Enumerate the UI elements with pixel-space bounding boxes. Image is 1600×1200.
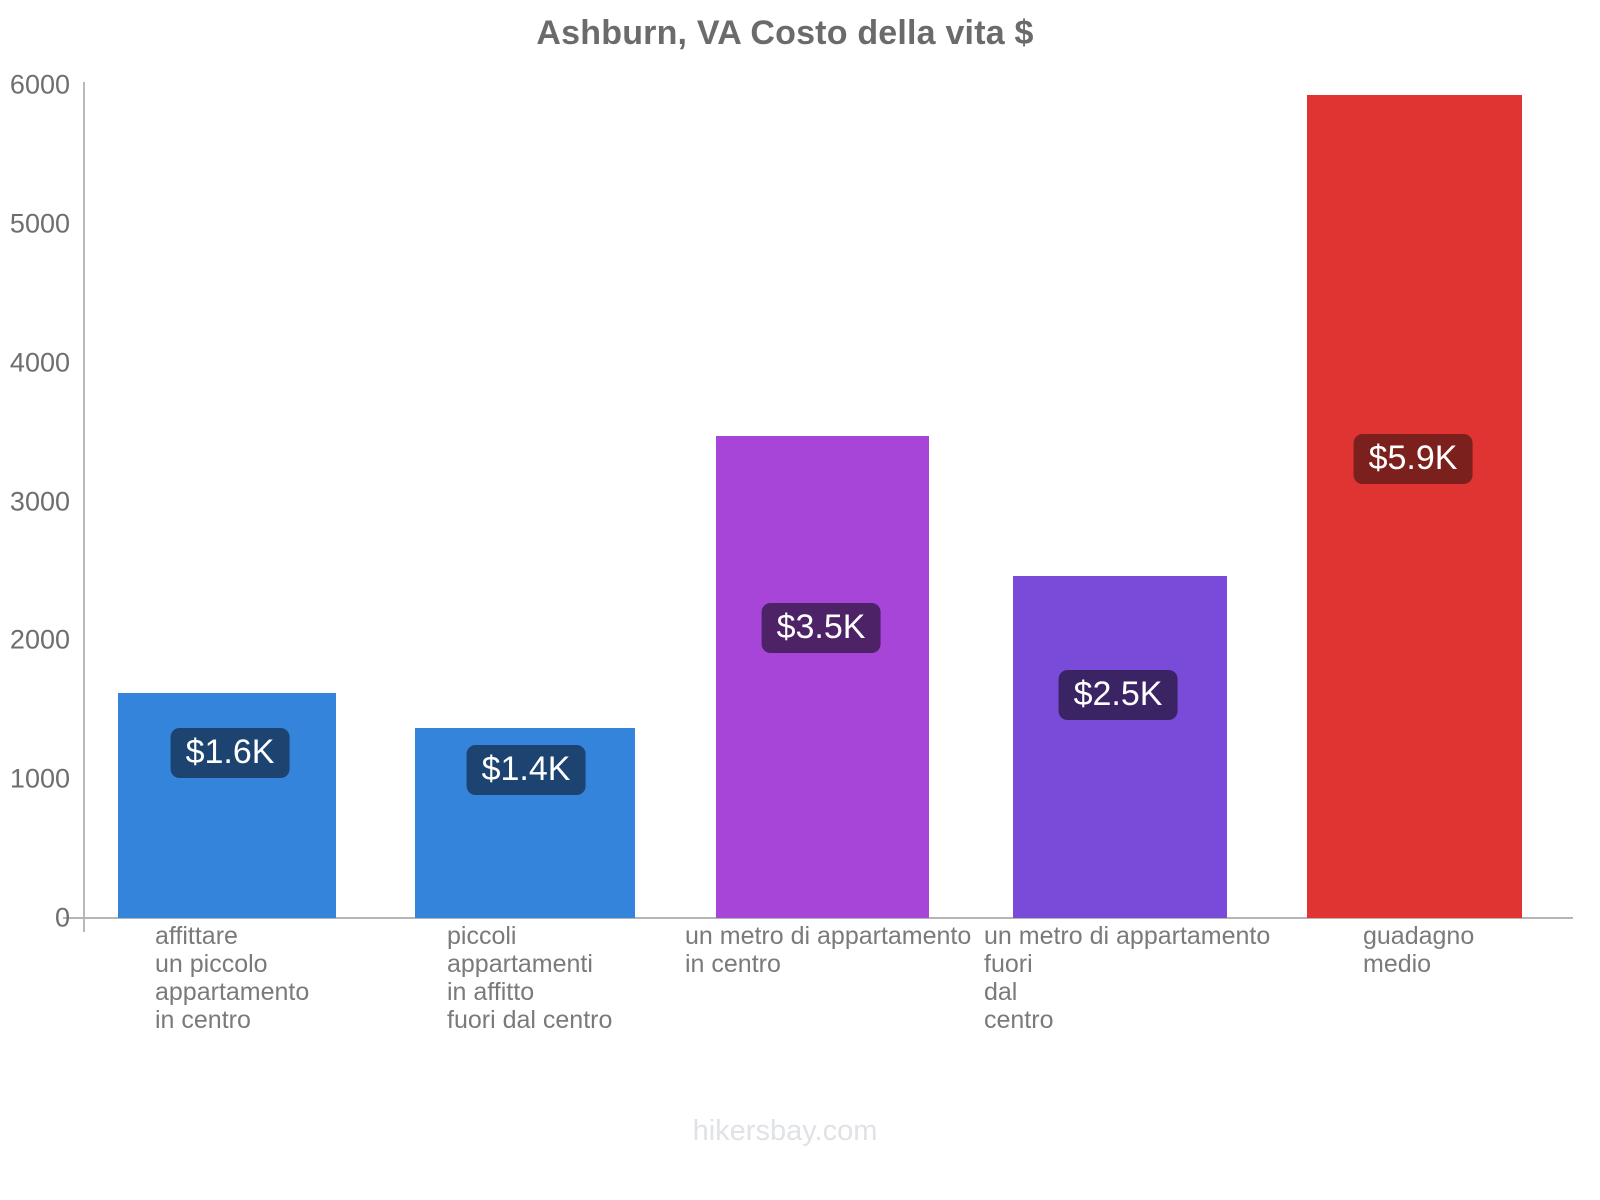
- x-category-label-line: guadagno: [1363, 922, 1475, 950]
- x-category-label: piccoli appartamenti in affitto fuori dal c…: [447, 922, 612, 1034]
- x-category-label-line: medio: [1363, 950, 1432, 978]
- bar-value-label: $5.9K: [1353, 434, 1473, 484]
- x-category-label-line: in centro: [155, 1006, 251, 1034]
- bar-series: $1.6K $1.4K $3.5K $2.5K $5.9K: [0, 85, 1600, 918]
- bar[interactable]: [118, 693, 336, 918]
- bar-value-label: $1.4K: [466, 745, 586, 795]
- x-axis-line: [63, 917, 1573, 919]
- x-category-label-line: un metro di appartamento: [984, 922, 1271, 950]
- x-category-label: un metro di appartamento fuori dal centro: [984, 922, 1270, 1034]
- bar-value-label: $1.6K: [170, 728, 290, 778]
- x-category-label-line: fuori dal centro: [447, 1006, 613, 1034]
- bar[interactable]: [1307, 94, 1522, 918]
- x-category-label: guadagno medio: [1363, 922, 1474, 978]
- x-category-label: affittare un piccolo appartamento in centro: [155, 922, 309, 1034]
- x-category-label-line: dal: [984, 978, 1018, 1006]
- x-axis-category-labels: affittare un piccolo appartamento in centro…: [0, 922, 1600, 1082]
- bar[interactable]: [1013, 576, 1227, 918]
- bar[interactable]: [716, 436, 929, 918]
- x-category-label-line: fuori: [984, 950, 1033, 978]
- x-category-label-line: affittare: [155, 922, 238, 950]
- x-category-label-line: appartamento: [155, 978, 310, 1006]
- x-category-label-line: centro: [984, 1006, 1054, 1034]
- x-category-label-line: un metro di appartamento: [685, 922, 972, 950]
- chart-title: Ashburn, VA Costo della vita $: [536, 14, 1034, 52]
- x-category-label-line: in affitto: [447, 978, 535, 1006]
- watermark-text: hikersbay.com: [692, 1115, 878, 1147]
- bar-value-label: $2.5K: [1058, 670, 1178, 720]
- x-category-label: un metro di appartamento in centro: [685, 922, 971, 978]
- x-category-label-line: un piccolo: [155, 950, 268, 978]
- x-category-label-line: piccoli: [447, 922, 517, 950]
- y-axis-line: [83, 82, 85, 932]
- x-category-label-line: in centro: [685, 950, 781, 978]
- x-category-label-line: appartamenti: [447, 950, 593, 978]
- bar-value-label: $3.5K: [761, 603, 881, 653]
